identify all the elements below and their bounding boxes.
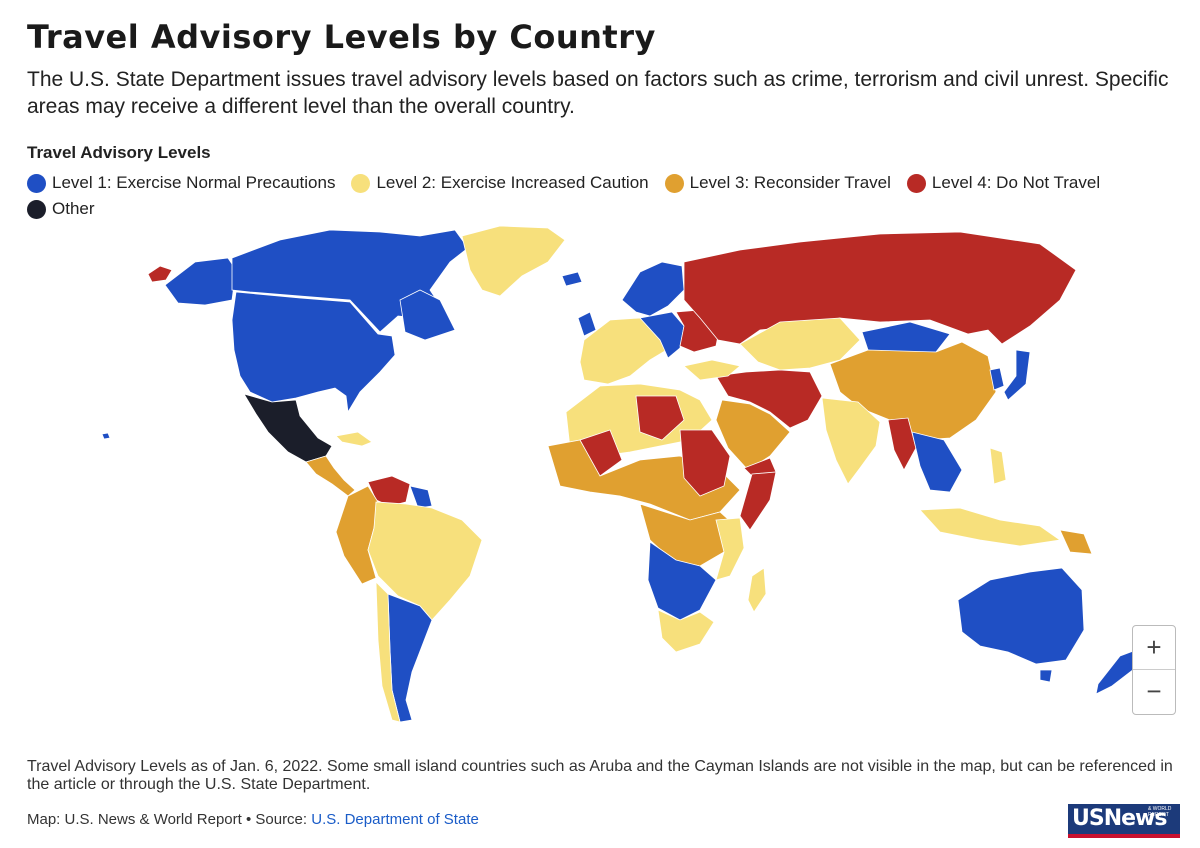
region-greenland[interactable] [461, 225, 566, 297]
region-philippines[interactable] [989, 447, 1007, 485]
region-somalia[interactable] [739, 471, 777, 531]
legend-item-level-4[interactable]: Level 4: Do Not Travel [906, 173, 1101, 193]
legend-title: Travel Advisory Levels [27, 143, 211, 162]
logo-text: USNews [1072, 806, 1167, 831]
page-title: Travel Advisory Levels by Country [27, 18, 656, 56]
logo-small-text: & WORLD REPORT [1148, 806, 1172, 818]
region-uk-ireland[interactable] [577, 311, 597, 337]
legend-label: Other [52, 199, 95, 218]
region-iceland[interactable] [561, 271, 583, 287]
region-korea[interactable] [989, 367, 1005, 391]
legend-item-level-1[interactable]: Level 1: Exercise Normal Precautions [27, 173, 335, 193]
region-southern-africa[interactable] [647, 541, 717, 621]
region-turkey[interactable] [683, 359, 741, 381]
region-indonesia[interactable] [919, 507, 1062, 547]
region-colombia-peru[interactable] [335, 485, 379, 585]
legend: Level 1: Exercise Normal Precautions Lev… [27, 170, 1147, 222]
legend-swatch-other [27, 199, 46, 219]
legend-item-level-3[interactable]: Level 3: Reconsider Travel [664, 173, 891, 193]
region-central-europe[interactable] [639, 311, 685, 359]
region-mexico[interactable] [243, 393, 333, 463]
usnews-logo[interactable]: USNews & WORLD REPORT [1068, 804, 1180, 838]
region-australia[interactable] [957, 567, 1085, 665]
region-png[interactable] [1059, 529, 1093, 555]
page-subtitle: The U.S. State Department issues travel … [27, 68, 1169, 118]
region-madagascar[interactable] [747, 567, 767, 613]
region-alaska[interactable] [164, 257, 237, 306]
world-map[interactable] [0, 222, 1200, 742]
region-india[interactable] [821, 397, 881, 485]
region-brazil[interactable] [367, 501, 483, 621]
legend-item-other[interactable]: Other [27, 199, 95, 219]
legend-label: Level 3: Reconsider Travel [689, 173, 891, 192]
region-tasmania[interactable] [1039, 669, 1053, 683]
legend-item-level-2[interactable]: Level 2: Exercise Increased Caution [351, 173, 649, 193]
region-arabian-peninsula[interactable] [715, 399, 791, 471]
region-nw-territory[interactable] [147, 265, 173, 283]
zoom-in-button[interactable]: + [1133, 626, 1175, 670]
credit-prefix: Map: U.S. News & World Report • Source: [27, 811, 312, 828]
region-sahel[interactable] [547, 439, 741, 521]
region-myanmar[interactable] [887, 417, 917, 471]
source-credit: Map: U.S. News & World Report • Source: … [27, 811, 479, 828]
region-scandinavia[interactable] [621, 261, 685, 317]
legend-swatch-level-3 [664, 173, 684, 193]
legend-label: Level 2: Exercise Increased Caution [376, 173, 649, 192]
region-japan[interactable] [1003, 349, 1031, 401]
legend-label: Level 1: Exercise Normal Precautions [52, 173, 336, 192]
region-chile[interactable] [375, 580, 401, 723]
zoom-out-button[interactable]: − [1146, 676, 1162, 706]
region-sudan[interactable] [679, 429, 731, 497]
region-hawaii[interactable] [101, 432, 111, 440]
region-middle-east[interactable] [715, 369, 823, 429]
region-canada-east[interactable] [399, 289, 456, 341]
region-central-america[interactable] [305, 455, 356, 497]
region-guianas[interactable] [409, 485, 433, 509]
region-southeast-asia[interactable] [911, 431, 963, 493]
zoom-control: + − [1132, 625, 1176, 715]
region-east-africa[interactable] [715, 517, 745, 581]
legend-swatch-level-4 [906, 173, 926, 193]
legend-swatch-level-1 [27, 173, 46, 193]
region-usa[interactable] [231, 291, 396, 414]
region-south-africa[interactable] [657, 609, 715, 653]
region-caribbean[interactable] [335, 431, 373, 447]
legend-label: Level 4: Do Not Travel [931, 173, 1101, 192]
region-libya[interactable] [635, 395, 685, 441]
region-russia[interactable] [683, 231, 1077, 345]
legend-swatch-level-2 [351, 173, 371, 193]
source-link[interactable]: U.S. Department of State [311, 811, 479, 828]
footnote: Travel Advisory Levels as of Jan. 6, 202… [27, 758, 1173, 793]
region-western-europe[interactable] [579, 317, 671, 385]
